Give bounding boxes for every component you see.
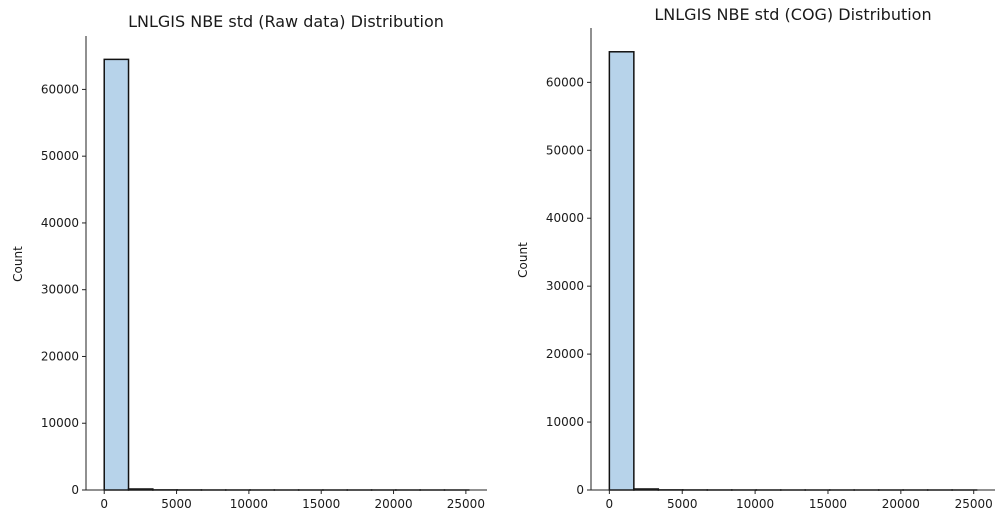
y-tick-label: 40000 <box>41 216 79 230</box>
chart-panel-raw-data: LNLGIS NBE std (Raw data) Distribution C… <box>11 12 487 511</box>
y-tick-label: 50000 <box>41 149 79 163</box>
x-tick-label: 15000 <box>302 497 340 511</box>
x-tick-label: 0 <box>100 497 108 511</box>
y-tick-label: 30000 <box>546 279 584 293</box>
y-tick-label: 20000 <box>546 347 584 361</box>
x-tick-label: 5000 <box>667 497 698 511</box>
x-tick-label: 10000 <box>736 497 774 511</box>
y-tick-label: 10000 <box>41 416 79 430</box>
chart-title: LNLGIS NBE std (COG) Distribution <box>654 5 931 24</box>
x-tick-label: 25000 <box>447 497 485 511</box>
y-tick-label: 0 <box>576 483 584 497</box>
chart-panel-cog: LNLGIS NBE std (COG) Distribution Count … <box>516 5 995 511</box>
chart-title: LNLGIS NBE std (Raw data) Distribution <box>128 12 444 31</box>
x-tick-label: 0 <box>606 497 614 511</box>
histogram-bar <box>103 58 130 491</box>
y-tick-label: 20000 <box>41 349 79 363</box>
y-tick-label: 40000 <box>546 211 584 225</box>
x-tick-label: 5000 <box>161 497 192 511</box>
x-tick-label: 15000 <box>809 497 847 511</box>
x-tick-label: 20000 <box>882 497 920 511</box>
x-tick-label: 10000 <box>230 497 268 511</box>
y-tick-label: 60000 <box>41 82 79 96</box>
y-tick-label: 0 <box>71 483 79 497</box>
y-tick-label: 10000 <box>546 415 584 429</box>
x-tick-label: 20000 <box>374 497 412 511</box>
y-axis-label: Count <box>11 246 25 282</box>
x-tick-label: 25000 <box>955 497 993 511</box>
y-tick-label: 30000 <box>41 283 79 297</box>
histogram-bar <box>608 51 635 491</box>
y-axis-label: Count <box>516 242 530 278</box>
histogram-bars <box>103 58 470 491</box>
histogram-bars <box>608 51 978 491</box>
y-tick-label: 50000 <box>546 143 584 157</box>
y-tick-label: 60000 <box>546 75 584 89</box>
